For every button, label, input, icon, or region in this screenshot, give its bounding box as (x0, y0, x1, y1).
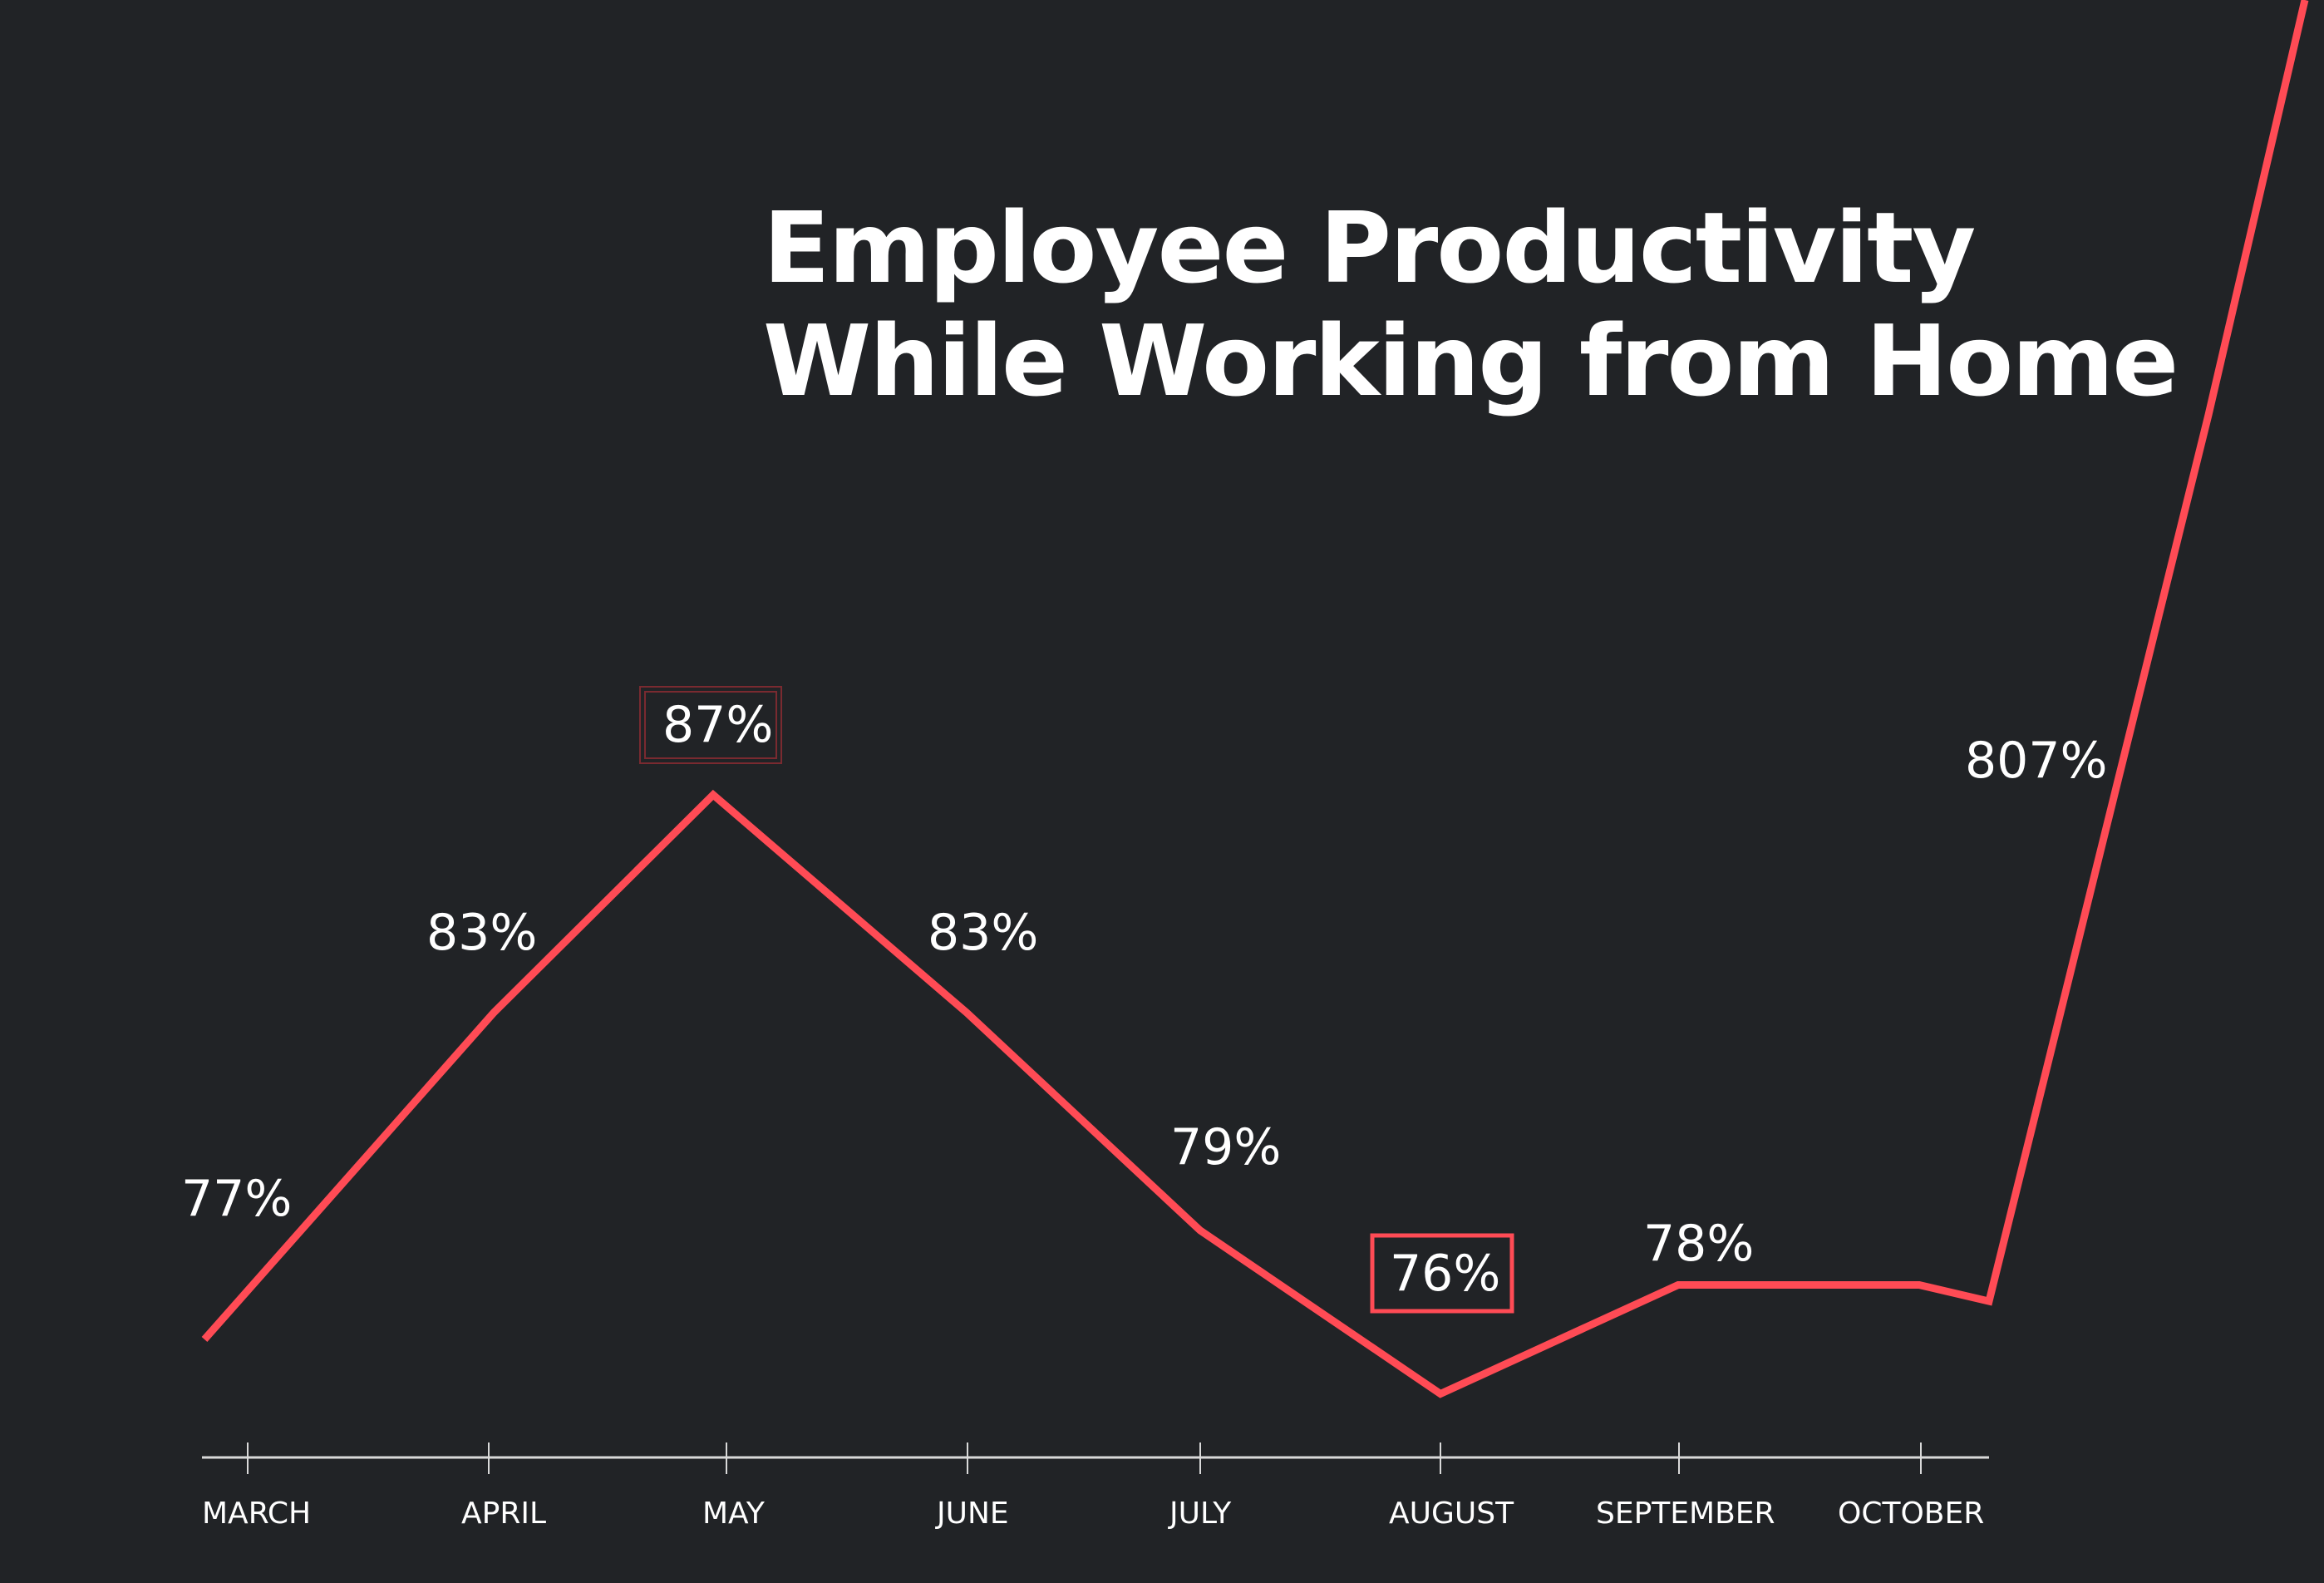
chart-title-line-2: While Working from Home (763, 303, 2179, 418)
data-label: 83% (928, 904, 1038, 962)
highlight-box-inner (644, 691, 777, 759)
x-tick-label-june: JUNE (935, 1497, 1009, 1531)
x-tick-label-april: APRIL (461, 1497, 546, 1531)
data-label: 77% (181, 1170, 292, 1228)
x-tick-label-september: SEPTEMBER (1596, 1497, 1775, 1531)
x-tick-label-may: MAY (702, 1497, 766, 1531)
x-tick-label-october: OCTOBER (1838, 1497, 1984, 1531)
highlight-box (1370, 1233, 1514, 1314)
data-label: 79% (1170, 1118, 1281, 1176)
productivity-line (201, 0, 2309, 1398)
x-tick-label-march: MARCH (202, 1497, 311, 1531)
chart-title-line-1: Employee Productivity (763, 190, 1976, 305)
x-tick-label-august: AUGUST (1389, 1497, 1514, 1531)
x-tick-label-july: JULY (1168, 1497, 1232, 1531)
highlight-box (639, 686, 782, 764)
data-label: 76% (1390, 1245, 1500, 1303)
data-label: 78% (1643, 1215, 1754, 1273)
data-label: 83% (426, 904, 537, 962)
data-label: 87% (662, 696, 773, 754)
data-label-outlier: 807% (1965, 732, 2108, 790)
chart-title: Employee Productivity While Working from… (763, 190, 2179, 418)
